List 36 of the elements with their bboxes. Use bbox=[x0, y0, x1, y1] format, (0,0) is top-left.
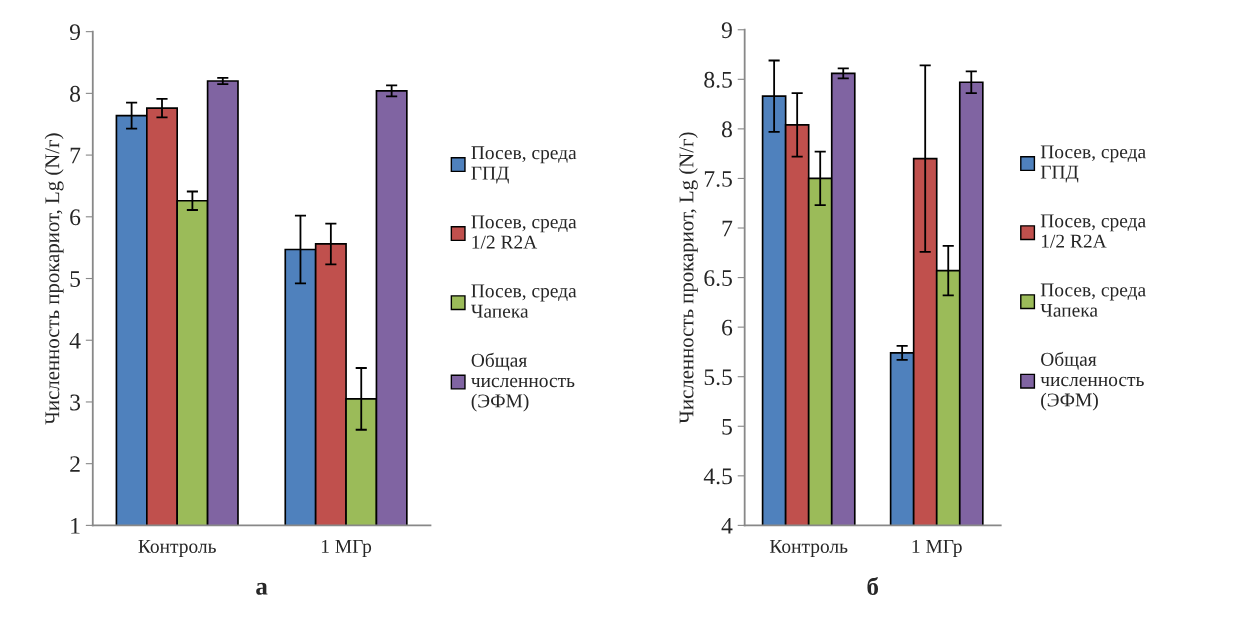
legend-label: Посев, среда 1/2 R2A bbox=[471, 215, 577, 249]
text: а bbox=[256, 582, 268, 595]
text: б bbox=[867, 576, 879, 596]
y-tick-label: 7 bbox=[70, 147, 81, 164]
y-tick-label: 6.5 bbox=[704, 270, 732, 287]
legend-label: Посев, среда ГПД bbox=[471, 146, 577, 184]
y-axis-title: Численность прокариот, Lg (N/г) bbox=[44, 133, 64, 425]
legend-label: Общая численность (ЭФМ) bbox=[471, 352, 575, 412]
legend-label: Общая численность (ЭФМ) bbox=[1040, 351, 1144, 411]
legend-label: Посев, среда Чапека bbox=[471, 284, 577, 318]
y-tick-label: 9 bbox=[69, 24, 80, 41]
y-tick-label: 5 bbox=[70, 271, 81, 287]
y-tick-label: 8.5 bbox=[704, 71, 732, 88]
x-tick-label: 1 МГр bbox=[321, 539, 372, 557]
x-tick-label: 1 МГр bbox=[912, 539, 962, 557]
y-tick-label: 5 bbox=[722, 418, 732, 435]
y-tick-label: 7.5 bbox=[704, 171, 732, 187]
legend-label: Посев, среда 1/2 R2A bbox=[1040, 214, 1146, 248]
y-tick-label: 5.5 bbox=[704, 369, 732, 386]
y-tick-label: 2 bbox=[70, 456, 80, 472]
y-tick-label: 4.5 bbox=[703, 468, 732, 485]
y-tick-label: 8 bbox=[70, 85, 81, 102]
legend-label: Посев, среда Чапека bbox=[1040, 283, 1146, 317]
y-axis-title: Численность прокариот, Lg (N/г) bbox=[678, 132, 698, 424]
y-tick-label: 8 bbox=[721, 121, 732, 138]
y-tick-label: 6 bbox=[70, 209, 81, 226]
y-tick-label: 1 bbox=[71, 517, 80, 534]
x-tick-label: Контроль bbox=[769, 540, 848, 557]
y-tick-label: 4 bbox=[721, 518, 733, 534]
y-tick-label: 7 bbox=[722, 220, 733, 237]
legend-label: Посев, среда ГПД bbox=[1040, 145, 1146, 183]
y-tick-label: 6 bbox=[722, 319, 733, 336]
x-tick-label: Контроль bbox=[138, 540, 216, 557]
y-tick-label: 3 bbox=[70, 394, 81, 411]
y-tick-label: 4 bbox=[69, 332, 81, 349]
y-tick-label: 9 bbox=[721, 22, 732, 39]
